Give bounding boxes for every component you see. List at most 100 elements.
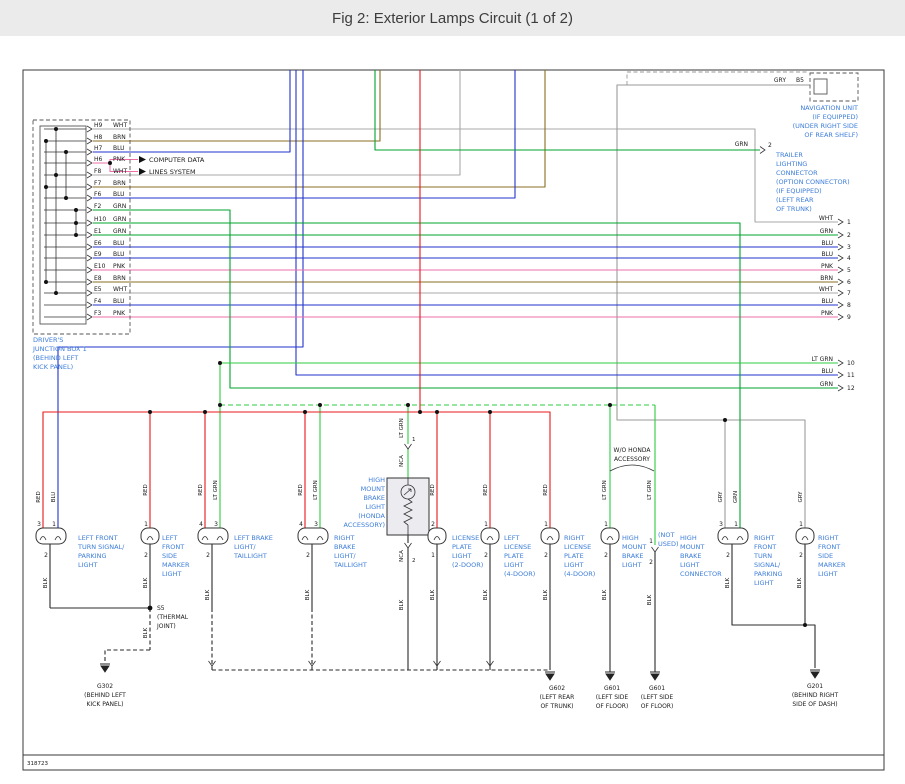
jb-pin-color: PNK <box>113 263 126 270</box>
component-label: LIGHT <box>366 503 385 511</box>
wire-label: RED <box>430 484 436 496</box>
jb-pin-id: E8 <box>94 275 102 282</box>
wire-label: RED <box>298 484 304 496</box>
component-label: SIGNAL/ <box>754 561 781 569</box>
component-label: FRONT <box>162 543 184 551</box>
component-label: TAILLIGHT <box>233 552 267 560</box>
wires-brown <box>93 70 838 283</box>
jb-pin-color: BLU <box>113 240 125 247</box>
nav-label: (IF EQUIPPED) <box>812 113 858 121</box>
g602-label: G602 <box>549 685 565 692</box>
wire-label: BLK <box>797 577 803 588</box>
pin-number: 3 <box>719 521 723 528</box>
g601a-label: G601 <box>604 685 620 692</box>
component-high-mount-brake-light: 1 2 LT GRN BLK HIGH MOUNT BRAKE LIGHT <box>600 480 646 600</box>
component-label: PLATE <box>504 552 524 560</box>
g302-label: (BEHIND LEFT <box>84 692 126 699</box>
g302-label: G302 <box>97 683 113 690</box>
wire-label: BLK <box>399 599 405 610</box>
jb-pin-id: F3 <box>94 310 101 317</box>
lower-pin-num: 12 <box>847 385 855 392</box>
pin-number: 1 <box>649 538 653 545</box>
g201-label: SIDE OF DASH) <box>792 701 837 708</box>
lower-pin-num: 10 <box>847 360 855 367</box>
g201-label: (BEHIND RIGHT <box>792 692 839 699</box>
component-label: MOUNT <box>361 485 385 493</box>
component-left-front-turn-signal-parking-light: 3 1 2 RED BLU BLK LEFT FRONT TURN SIGNAL… <box>35 491 125 588</box>
g601b-label: (LEFT SIDE <box>641 694 674 701</box>
component-label: PARKING <box>754 570 783 578</box>
jb-pin-id: H10 <box>94 216 106 223</box>
component-label: LIGHT <box>78 561 97 569</box>
pin-number: 1 <box>431 552 435 559</box>
junction-pin-arrows <box>86 125 93 321</box>
computer-data-line1: COMPUTER DATA <box>149 156 205 164</box>
pin-number: 3 <box>37 521 41 528</box>
component-label: ACCESSORY) <box>344 521 386 529</box>
wire-label: GRY <box>718 491 724 503</box>
pin-number: 4 <box>199 521 203 528</box>
jb-pin-color: BLU <box>113 145 125 152</box>
component-label: RIGHT <box>754 534 774 542</box>
driver-junction-box: H9 WHT H8 BRN H7 BLU H6 PNK F8 WHT F7 BR… <box>32 119 131 371</box>
component-left-front-side-marker-light: 1 2 RED BLK BLK LEFT FRONT SIDE MARKER L… <box>140 484 190 638</box>
wire-label: RED <box>483 484 489 496</box>
wire-label: LT GRN <box>602 480 608 500</box>
figure-title-bar: Fig 2: Exterior Lamps Circuit (1 of 2) <box>0 0 905 36</box>
trailer-label: (OPTION CONNECTOR) <box>776 178 850 186</box>
jb-pin-id: E1 <box>94 228 102 235</box>
jb-pin-id: H6 <box>94 156 103 163</box>
pin-number: 2 <box>726 552 730 559</box>
pin-number: 2 <box>799 552 803 559</box>
component-high-mount-brake-light-honda-accessory: 1 LT GRN NCA NCA 2 BLK HIGH MOUNT BRAKE … <box>344 418 430 610</box>
wire-label: BLK <box>43 577 49 588</box>
lower-pin-color: GRN <box>820 381 833 388</box>
component-label: LEFT <box>504 534 519 542</box>
s5-label: JOINT) <box>156 623 176 630</box>
wire-label: BLK <box>143 627 149 638</box>
nav-wire-color: GRY <box>774 77 786 84</box>
pin-number: 3 <box>214 521 218 528</box>
wire-label: LT GRN <box>213 480 219 500</box>
component-label: TAILLIGHT <box>333 561 367 569</box>
component-label: SIDE <box>162 552 177 560</box>
component-label: (HONDA <box>358 512 385 520</box>
wire-label: BLK <box>430 589 436 600</box>
navigation-unit: GRY B5 NAVIGATION UNIT (IF EQUIPPED) (UN… <box>774 72 859 139</box>
trunk-pin-num: 1 <box>847 219 851 226</box>
g601b-label: G601 <box>649 685 665 692</box>
jb-pin-id: H7 <box>94 145 103 152</box>
accessory-note-line2: ACCESSORY <box>614 456 650 463</box>
jb-pin-color: BRN <box>113 180 126 187</box>
pin-number: 1 <box>604 521 608 528</box>
component-label: (4-DOOR) <box>504 570 535 578</box>
component-label: LIGHT <box>504 561 523 569</box>
component-left-brake-taillight: 4 3 2 RED LT GRN BLK LEFT BRAKE LIGHT/ T… <box>197 480 273 600</box>
jb-pin-id: F2 <box>94 203 101 210</box>
component-license-plate-light-2door: 2 1 RED BLK LICENSE PLATE LIGHT (2-DOOR) <box>427 484 483 600</box>
pin-number: 2 <box>649 559 653 566</box>
wires-white <box>93 70 838 294</box>
wires-light-green <box>219 362 838 545</box>
component-label: PLATE <box>452 543 472 551</box>
jb-pin-color: PNK <box>113 156 126 163</box>
jb-pin-color: BLU <box>113 251 125 258</box>
trunk-connector-pins: WHT 1 GRN 2 BLU 3 BLU 4 PNK 5 BRN 6 WHT … <box>812 215 855 392</box>
computer-data-line2: LINES SYSTEM <box>149 168 196 176</box>
grounds: S5 (THERMAL JOINT) G302 (BEHIND LEFT KIC… <box>84 605 838 710</box>
s5-label: S5 <box>157 605 165 612</box>
s5-label: (THERMAL <box>157 614 189 621</box>
trunk-pin-color: PNK <box>821 263 834 270</box>
wiring-diagram-canvas: 3 1 8 7 2 3 <box>22 69 885 771</box>
component-label: BRAKE <box>622 552 644 560</box>
wire-label: BLK <box>305 589 311 600</box>
component-label: (4-DOOR) <box>564 570 595 578</box>
wire-label: LT GRN <box>647 480 653 500</box>
trailer-label: (LEFT REAR <box>776 196 814 204</box>
pin-number: 2 <box>206 552 210 559</box>
jb-pin-id: E9 <box>94 251 102 258</box>
component-right-front-turn-signal-parking-light: 3 1 2 GRY GRN BLK RIGHT FRONT TURN SIGNA… <box>717 491 783 588</box>
component-label: FRONT <box>818 543 840 551</box>
component-label: SIDE <box>818 552 833 560</box>
accessory-note-line1: W/O HONDA <box>614 447 652 454</box>
